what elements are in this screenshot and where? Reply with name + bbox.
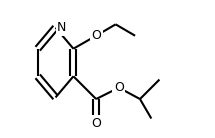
Text: O: O — [114, 81, 124, 94]
Text: O: O — [91, 29, 101, 42]
Text: O: O — [91, 117, 101, 130]
Text: N: N — [57, 21, 67, 34]
